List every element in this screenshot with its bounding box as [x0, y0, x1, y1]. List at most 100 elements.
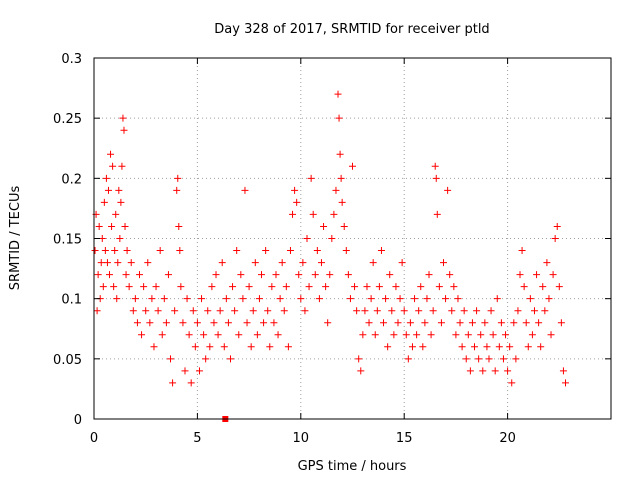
y-tick-label: 0.3	[61, 52, 82, 67]
data-point	[330, 210, 338, 218]
data-point	[195, 367, 203, 375]
data-point	[369, 259, 377, 267]
data-point	[114, 259, 122, 267]
data-point	[555, 283, 563, 291]
data-point	[115, 186, 123, 194]
data-point	[187, 379, 195, 387]
data-point	[382, 295, 390, 303]
data-point	[543, 259, 551, 267]
data-point	[208, 283, 216, 291]
data-point	[140, 283, 148, 291]
data-point	[97, 259, 105, 267]
data-point	[549, 271, 557, 279]
data-point	[479, 367, 487, 375]
data-point	[284, 343, 292, 351]
data-point	[351, 283, 359, 291]
data-point	[346, 295, 354, 303]
data-point	[237, 271, 245, 279]
data-point	[398, 259, 406, 267]
data-point	[384, 343, 392, 351]
data-point	[133, 319, 141, 327]
data-point	[307, 174, 315, 182]
data-point	[255, 295, 263, 303]
data-point	[454, 295, 462, 303]
data-point	[317, 259, 325, 267]
data-point	[497, 319, 505, 327]
data-point	[508, 379, 516, 387]
data-point	[537, 343, 545, 351]
data-point	[520, 283, 528, 291]
data-point	[311, 271, 319, 279]
data-point	[446, 271, 454, 279]
data-point	[93, 307, 101, 315]
data-point	[171, 307, 179, 315]
data-point	[91, 247, 99, 255]
data-point	[408, 343, 416, 351]
y-tick-label: 0.15	[53, 233, 82, 248]
data-point	[477, 331, 485, 339]
data-point	[99, 283, 107, 291]
data-point	[541, 307, 549, 315]
data-point	[204, 307, 212, 315]
data-point	[212, 271, 220, 279]
data-point	[146, 319, 154, 327]
data-point	[229, 283, 237, 291]
data-point	[400, 307, 408, 315]
data-point	[226, 355, 234, 363]
data-point	[432, 174, 440, 182]
data-point	[278, 259, 286, 267]
data-point	[108, 222, 116, 230]
data-point	[396, 295, 404, 303]
data-point	[112, 210, 120, 218]
data-point	[272, 271, 280, 279]
data-point	[222, 295, 230, 303]
data-point	[138, 331, 146, 339]
data-point	[167, 355, 175, 363]
data-point	[258, 271, 266, 279]
data-point	[224, 319, 232, 327]
data-point	[104, 186, 112, 194]
data-point	[129, 307, 137, 315]
data-point	[111, 247, 119, 255]
data-point	[119, 114, 127, 122]
data-point	[421, 319, 429, 327]
data-point	[373, 307, 381, 315]
data-point	[216, 307, 224, 315]
data-point	[514, 307, 522, 315]
data-point	[183, 295, 191, 303]
data-point	[289, 210, 297, 218]
data-point	[371, 331, 379, 339]
data-point	[152, 283, 160, 291]
data-point	[433, 210, 441, 218]
data-point	[402, 331, 410, 339]
data-point	[101, 247, 109, 255]
data-point	[458, 343, 466, 351]
data-point	[344, 271, 352, 279]
y-axis-label: SRMTID / TECUs	[8, 186, 23, 291]
data-point	[439, 259, 447, 267]
data-point	[483, 343, 491, 351]
data-point	[413, 331, 421, 339]
y-tick-label: 0	[74, 413, 82, 428]
data-point	[342, 247, 350, 255]
data-point	[103, 259, 111, 267]
data-point	[377, 247, 385, 255]
data-point	[547, 331, 555, 339]
data-point	[452, 331, 460, 339]
data-point	[121, 222, 129, 230]
y-tick-label: 0.25	[53, 112, 82, 127]
data-point	[499, 355, 507, 363]
data-point	[326, 271, 334, 279]
data-point	[106, 271, 114, 279]
data-point	[349, 162, 356, 170]
data-point	[160, 295, 168, 303]
data-point	[235, 331, 243, 339]
data-point	[431, 162, 439, 170]
data-point	[481, 319, 489, 327]
x-axis-label: GPS time / hours	[298, 459, 407, 474]
data-point	[185, 331, 193, 339]
data-point	[460, 307, 468, 315]
data-point	[118, 162, 126, 170]
data-point	[456, 319, 464, 327]
data-point	[427, 331, 435, 339]
